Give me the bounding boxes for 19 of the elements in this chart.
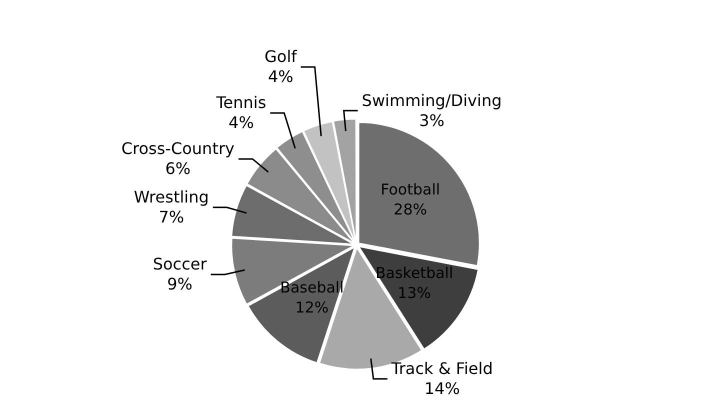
slice-label: Tennis — [215, 93, 266, 112]
slice-label: Cross-Country — [121, 139, 235, 158]
data-label: 4% — [268, 67, 294, 86]
data-label: 4% — [228, 113, 254, 132]
data-label: 7% — [158, 208, 184, 227]
slice-label: Wrestling — [134, 188, 209, 207]
slice-label: Track & Field — [390, 359, 493, 378]
slice-label: Golf — [264, 47, 298, 66]
slice-label: Basketball — [376, 264, 454, 282]
data-label: 6% — [165, 159, 191, 178]
data-label: 12% — [295, 298, 329, 317]
slice-label: Soccer — [152, 254, 208, 274]
data-label: 14% — [424, 379, 460, 398]
data-label: 3% — [419, 110, 444, 130]
data-label: 28% — [394, 200, 428, 218]
slice-label: Swimming/Diving — [362, 90, 502, 110]
data-label: 13% — [398, 284, 431, 302]
slice-label: Football — [380, 180, 440, 198]
data-label: 9% — [167, 274, 193, 294]
